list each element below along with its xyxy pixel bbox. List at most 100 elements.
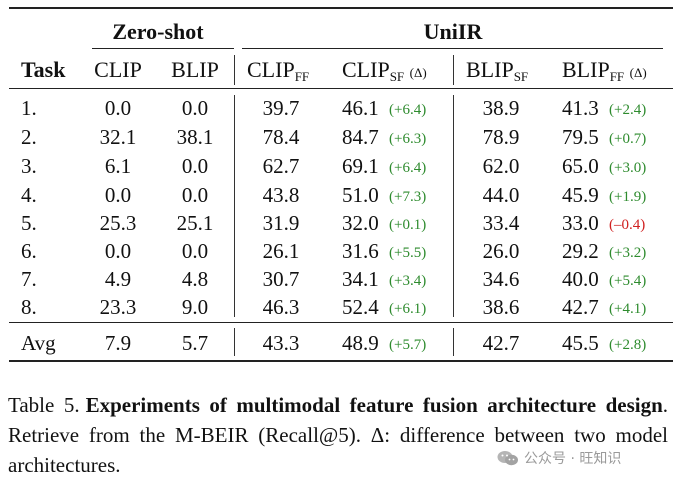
vsep-zeroshot-uniir (234, 55, 235, 85)
vsep-clip-blip-body (453, 95, 454, 317)
table-row-8-blip-ff: 42.7 (562, 295, 599, 319)
table-row-8-blip-sf: 38.6 (482, 295, 520, 319)
table-row-7-clip: 4.9 (104, 267, 132, 291)
table-row-8-clip-ff: 46.3 (262, 295, 300, 319)
table-row-4-blip-sf: 44.0 (482, 183, 520, 207)
table-row-6-blip-ff: 29.2 (562, 239, 599, 263)
table-row-3-blip-ff: 65.0 (562, 154, 599, 178)
table-row-7-clip-ff: 30.7 (262, 267, 300, 291)
table-caption: Table 5. Experiments of multimodal featur… (8, 390, 668, 480)
caption-text: . Retrieve from the M-BEIR (Recall@5). Δ… (8, 393, 669, 477)
column-header-blip-ff: BLIPFF (Δ) (562, 57, 647, 84)
vsep-zeroshot-uniir-body (234, 95, 235, 317)
group-header-zeroshot: Zero-shot (112, 19, 204, 44)
top-rule (9, 7, 673, 9)
table-row-6-clip-delta: (+5.5) (389, 245, 427, 261)
table-row-7-blip-ff: 40.0 (562, 267, 599, 291)
table-row-avg-blip-delta: (+2.8) (609, 337, 647, 353)
group-header-uniir: UniIR (423, 19, 483, 44)
table-row-4-blip-delta: (+1.9) (609, 189, 647, 205)
table-row-5-clip-ff: 31.9 (262, 211, 300, 235)
table-row-3-clip-sf: 69.1 (342, 154, 379, 178)
column-header-task: Task (21, 57, 66, 82)
table-row-2-clip-ff: 78.4 (262, 125, 300, 149)
table-row-6-clip-sf: 31.6 (342, 239, 379, 263)
table-row-3-clip-ff: 62.7 (262, 154, 300, 178)
table-row-7-blip: 4.8 (181, 267, 209, 291)
table-row-6-task: 6. (21, 239, 37, 263)
table-row-5-blip-ff: 33.0 (562, 211, 599, 235)
table-row-8-blip: 9.0 (181, 295, 209, 319)
table-row-1-clip-delta: (+6.4) (389, 102, 427, 118)
watermark-text: 公众号 · 旺知识 (524, 451, 622, 467)
table-row-1-blip-ff: 41.3 (562, 96, 599, 120)
table-row-8-task: 8. (21, 295, 37, 319)
table-row-2-blip-sf: 78.9 (482, 125, 520, 149)
table-row-2-blip-ff: 79.5 (562, 125, 599, 149)
vsep-clip-blip (453, 55, 454, 85)
table-row-avg-blip-ff: 45.5 (562, 331, 599, 355)
table-row-4-task: 4. (21, 183, 37, 207)
table-row-7-clip-delta: (+3.4) (389, 273, 427, 289)
table-row-5-blip: 25.1 (176, 211, 214, 235)
table-row-1-clip: 0.0 (104, 96, 132, 120)
table-row-1-blip-delta: (+2.4) (609, 102, 647, 118)
table-row-2-clip-delta: (+6.3) (389, 131, 427, 147)
table-row-3-clip-delta: (+6.4) (389, 160, 427, 176)
table-row-4-clip-delta: (+7.3) (389, 189, 427, 205)
table-row-5-blip-sf: 33.4 (482, 211, 520, 235)
table-row-7-task: 7. (21, 267, 37, 291)
table-row-avg-blip-sf: 42.7 (482, 331, 520, 355)
table-row-4-clip-sf: 51.0 (342, 183, 379, 207)
table-row-1-blip: 0.0 (181, 96, 209, 120)
table-row-7-clip-sf: 34.1 (342, 267, 379, 291)
table-row-4-clip: 0.0 (104, 183, 132, 207)
vsep-zeroshot-uniir-avg (234, 328, 235, 356)
table-row-5-task: 5. (21, 211, 37, 235)
table-row-avg-task: Avg (21, 331, 56, 355)
table-row-6-clip: 0.0 (104, 239, 132, 263)
header-rule (9, 88, 673, 89)
zeroshot-underline (92, 48, 234, 49)
vsep-clip-blip-avg (453, 328, 454, 356)
table-row-4-clip-ff: 43.8 (262, 183, 300, 207)
table-row-6-clip-ff: 26.1 (262, 239, 300, 263)
table-row-8-blip-delta: (+4.1) (609, 301, 647, 317)
table-row-5-clip-sf: 32.0 (342, 211, 379, 235)
table-row-2-blip: 38.1 (176, 125, 214, 149)
table-row-2-clip: 32.1 (99, 125, 137, 149)
table-row-avg-clip-delta: (+5.7) (389, 337, 427, 353)
table-row-3-blip: 0.0 (181, 154, 209, 178)
avg-rule (9, 322, 673, 323)
table-row-2-clip-sf: 84.7 (342, 125, 379, 149)
wechat-icon (497, 450, 519, 466)
column-header-clip: CLIP (94, 57, 142, 82)
column-header-clip-sf: CLIPSF (Δ) (342, 57, 427, 84)
column-header-blip: BLIP (171, 57, 219, 82)
column-header-clip-ff: CLIPFF (247, 57, 310, 84)
uniir-underline (242, 48, 663, 49)
table-row-7-blip-delta: (+5.4) (609, 273, 647, 289)
caption-label: Table 5. (8, 393, 80, 417)
table-row-5-clip-delta: (+0.1) (389, 217, 427, 233)
table-row-6-blip-delta: (+3.2) (609, 245, 647, 261)
caption-bold-title: Experiments of multimodal feature fusion… (85, 393, 663, 417)
table-row-3-task: 3. (21, 154, 37, 178)
table-row-8-clip-sf: 52.4 (342, 295, 379, 319)
table-row-6-blip: 0.0 (181, 239, 209, 263)
table-row-avg-clip-ff: 43.3 (262, 331, 300, 355)
table-row-avg-blip: 5.7 (181, 331, 209, 355)
table-row-5-blip-delta: (–0.4) (609, 217, 646, 233)
table-row-8-clip: 23.3 (99, 295, 137, 319)
table-row-1-clip-ff: 39.7 (262, 96, 300, 120)
table-row-4-blip-ff: 45.9 (562, 183, 599, 207)
table-row-5-clip: 25.3 (99, 211, 137, 235)
table-row-avg-clip: 7.9 (104, 331, 132, 355)
table-row-3-blip-delta: (+3.0) (609, 160, 647, 176)
table-row-1-task: 1. (21, 96, 37, 120)
table-row-1-blip-sf: 38.9 (482, 96, 520, 120)
watermark: 公众号 · 旺知识 (497, 448, 621, 468)
table-row-4-blip: 0.0 (181, 183, 209, 207)
table-row-3-blip-sf: 62.0 (482, 154, 520, 178)
